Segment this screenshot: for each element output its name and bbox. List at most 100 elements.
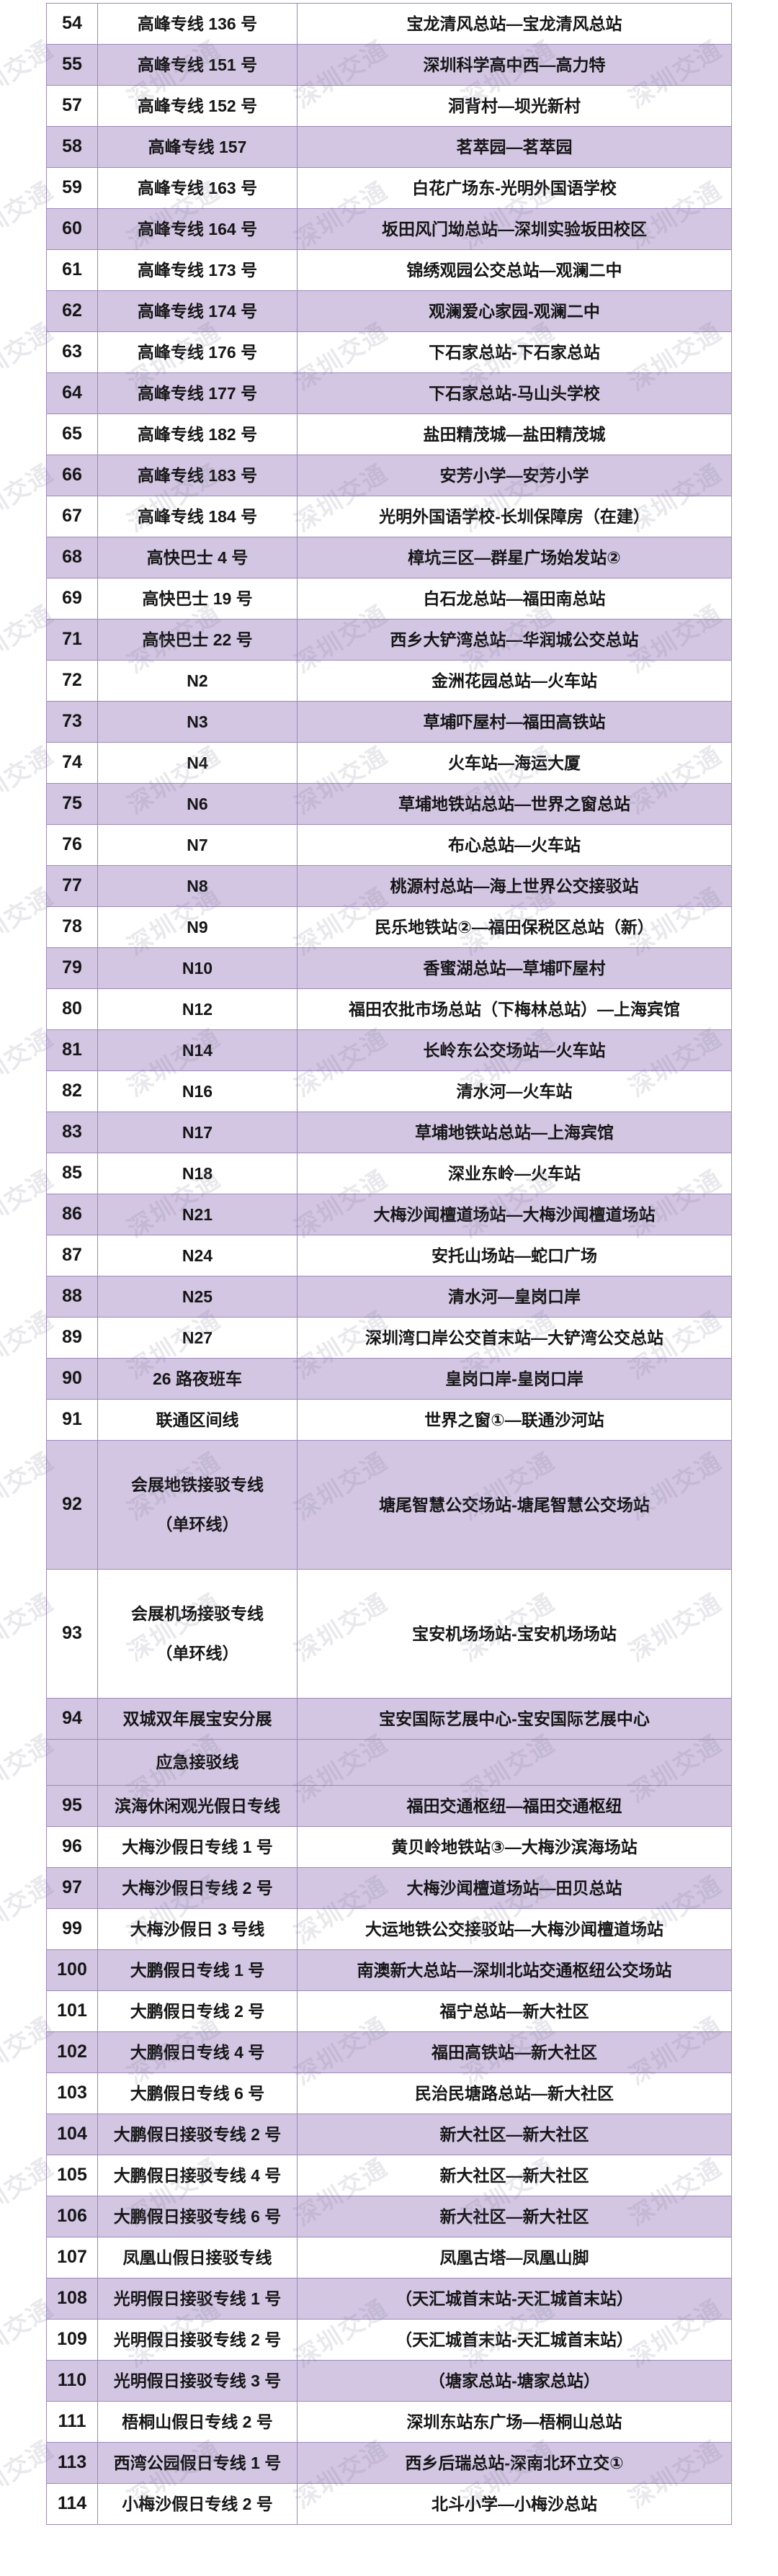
table-row: 73 N3 草埔吓屋村—福田高铁站 [46,701,732,743]
route-name-cell: 高峰专线 163 号 [97,167,298,209]
table-row: 90 26 路夜班车 皇岗口岸-皇岗口岸 [46,1358,732,1400]
route-number-cell: 88 [46,1276,98,1318]
route-name-cell: 高峰专线 173 号 [97,249,298,291]
route-name-cell: 小梅沙假日专线 2 号 [97,2483,298,2525]
route-name-cell: 高快巴士 22 号 [97,619,298,661]
route-endpoints-cell: 南澳新大总站—深圳北站交通枢纽公交场站 [297,1949,732,1991]
route-endpoints-cell: 塘尾智慧公交场站-塘尾智慧公交场站 [297,1440,732,1570]
route-number-cell: 60 [46,208,98,250]
table-row: 114 小梅沙假日专线 2 号北斗小学—小梅沙总站 [46,2483,732,2525]
route-endpoints-cell: 下石家总站-下石家总站 [297,331,732,373]
table-row: 99 大梅沙假日 3 号线 大运地铁公交接驳站—大梅沙闻檀道场站 [46,1908,732,1950]
route-endpoints-cell: 金洲花园总站—火车站 [297,660,732,702]
table-row: 55 高峰专线 151 号深圳科学高中西—高力特 [46,44,732,86]
route-endpoints-cell: 新大社区—新大社区 [297,2196,732,2237]
table-row: 81 N14 长岭东公交场站—火车站 [46,1029,732,1071]
route-endpoints-cell: 坂田风门坳总站—深圳实验坂田校区 [297,208,732,250]
route-endpoints-cell: 宝安机场场站-宝安机场场站 [297,1569,732,1699]
table-row: 75 N6 草埔地铁站总站—世界之窗总站 [46,783,732,825]
route-number-cell: 95 [46,1785,98,1827]
table-row: 108 光明假日接驳专线 1 号（天汇城首末站-天汇城首末站） [46,2278,732,2320]
table-row: 104 大鹏假日接驳专线 2 号新大社区—新大社区 [46,2114,732,2155]
route-number-cell: 78 [46,906,98,948]
route-number-cell: 97 [46,1867,98,1909]
table-row: 96 大梅沙假日专线 1 号黄贝岭地铁站③—大梅沙滨海场站 [46,1826,732,1868]
bus-routes-table: 54 高峰专线 136 号宝龙清风总站—宝龙清风总站 55 高峰专线 151 号深圳科… [46,3,732,2525]
route-name-cell: 大梅沙假日 3 号线 [97,1908,298,1950]
route-name-cell: N12 [97,988,298,1030]
route-number-cell: 106 [46,2196,98,2237]
watermark-text: 深圳交通 [621,2572,728,2576]
route-name-cell: N25 [97,1276,298,1318]
table-row: 77 N8 桃源村总站—海上世界公交接驳站 [46,865,732,907]
route-name-cell: N27 [97,1317,298,1359]
route-endpoints-cell: 民乐地铁站②—福田保税区总站（新） [297,906,732,948]
route-number-cell: 83 [46,1112,98,1153]
table-row: 94 双城双年展宝安分展 宝安国际艺展中心-宝安国际艺展中心 [46,1698,732,1740]
route-name-cell: 高峰专线 151 号 [97,44,298,86]
route-name-cell: 凤凰山假日接驳专线 [97,2237,298,2278]
route-endpoints-cell: 西乡大铲湾总站—华润城公交总站 [297,619,732,661]
table-row: 103 大鹏假日专线 6 号民治民塘路总站—新大社区 [46,2072,732,2114]
route-name-cell: 高快巴士 19 号 [97,578,298,620]
route-endpoints-cell: 福田农批市场总站（下梅林总站）—上海宾馆 [297,988,732,1030]
route-name-cell: N4 [97,742,298,784]
table-row: 78 N9 民乐地铁站②—福田保税区总站（新） [46,906,732,948]
route-name-cell: 26 路夜班车 [97,1358,298,1400]
table-row: 89 N27 深圳湾口岸公交首末站—大铲湾公交总站 [46,1317,732,1359]
route-number-cell: 87 [46,1235,98,1276]
table-row: 58 高峰专线 157 茗萃园—茗萃园 [46,126,732,168]
table-row: 109 光明假日接驳专线 2 号（天汇城首末站-天汇城首末站） [46,2319,732,2361]
route-number-cell: 94 [46,1698,98,1740]
table-row: 106 大鹏假日接驳专线 6 号新大社区—新大社区 [46,2196,732,2237]
table-row: 88 N25 清水河—皇岗口岸 [46,1276,732,1318]
table-row: 82 N16 清水河—火车站 [46,1070,732,1112]
route-endpoints-cell: 安托山场站—蛇口广场 [297,1235,732,1276]
route-endpoints-cell: 皇岗口岸-皇岗口岸 [297,1358,732,1400]
route-number-cell: 73 [46,701,98,743]
route-number-cell: 104 [46,2114,98,2155]
route-number-cell: 79 [46,947,98,989]
route-name-line-1: 会展地铁接驳专线 [131,1475,264,1495]
route-name-cell: 高峰专线 177 号 [97,372,298,414]
route-endpoints-cell: 草埔吓屋村—福田高铁站 [297,701,732,743]
table-row: 86 N21 大梅沙闻檀道场站—大梅沙闻檀道场站 [46,1194,732,1235]
table-row: 102 大鹏假日专线 4 号福田高铁站—新大社区 [46,2031,732,2073]
table-row: 95 滨海休闲观光假日专线 福田交通枢纽—福田交通枢纽 [46,1785,732,1827]
route-number-cell: 107 [46,2237,98,2278]
route-name-cell: 应急接驳线 [97,1739,298,1786]
route-name-cell: N16 [97,1070,298,1112]
route-endpoints-cell: 香蜜湖总站—草埔吓屋村 [297,947,732,989]
route-number-cell: 68 [46,537,98,578]
route-number-cell: 99 [46,1908,98,1950]
route-name-cell: 大鹏假日接驳专线 2 号 [97,2114,298,2155]
route-number-cell: 74 [46,742,98,784]
route-name-cell: N3 [97,701,298,743]
route-name-cell: 高峰专线 174 号 [97,290,298,332]
route-number-cell: 101 [46,1990,98,2032]
table-row: 113 西湾公园假日专线 1 号西乡后瑞总站-深南北环立交① [46,2442,732,2484]
route-name-cell: 大鹏假日专线 6 号 [97,2072,298,2114]
route-number-cell: 81 [46,1029,98,1071]
route-number-cell: 59 [46,167,98,209]
table-row: 111 梧桐山假日专线 2 号深圳东站东广场—梧桐山总站 [46,2401,732,2443]
route-number-cell: 110 [46,2360,98,2402]
route-number-cell: 64 [46,372,98,414]
route-name-cell: 光明假日接驳专线 2 号 [97,2319,298,2361]
route-name-cell: 会展机场接驳专线 （单环线） [97,1569,298,1699]
route-name-line-2: （单环线） [156,1515,239,1534]
table-row: 83 N17 草埔地铁站总站—上海宾馆 [46,1112,732,1153]
watermark-text: 深圳交通 [0,2572,59,2576]
table-row: 91 联通区间线 世界之窗①—联通沙河站 [46,1399,732,1441]
route-name-cell: N17 [97,1112,298,1153]
route-number-cell: 111 [46,2401,98,2443]
route-name-cell: N14 [97,1029,298,1071]
route-name-cell: 高峰专线 182 号 [97,413,298,455]
route-name-cell: 光明假日接驳专线 1 号 [97,2278,298,2320]
route-endpoints-cell: 锦绣观园公交总站—观澜二中 [297,249,732,291]
table-row: 97 大梅沙假日专线 2 号大梅沙闻檀道场站—田贝总站 [46,1867,732,1909]
table-row: 62 高峰专线 174 号观澜爱心家园-观澜二中 [46,290,732,332]
route-endpoints-cell [297,1739,732,1786]
